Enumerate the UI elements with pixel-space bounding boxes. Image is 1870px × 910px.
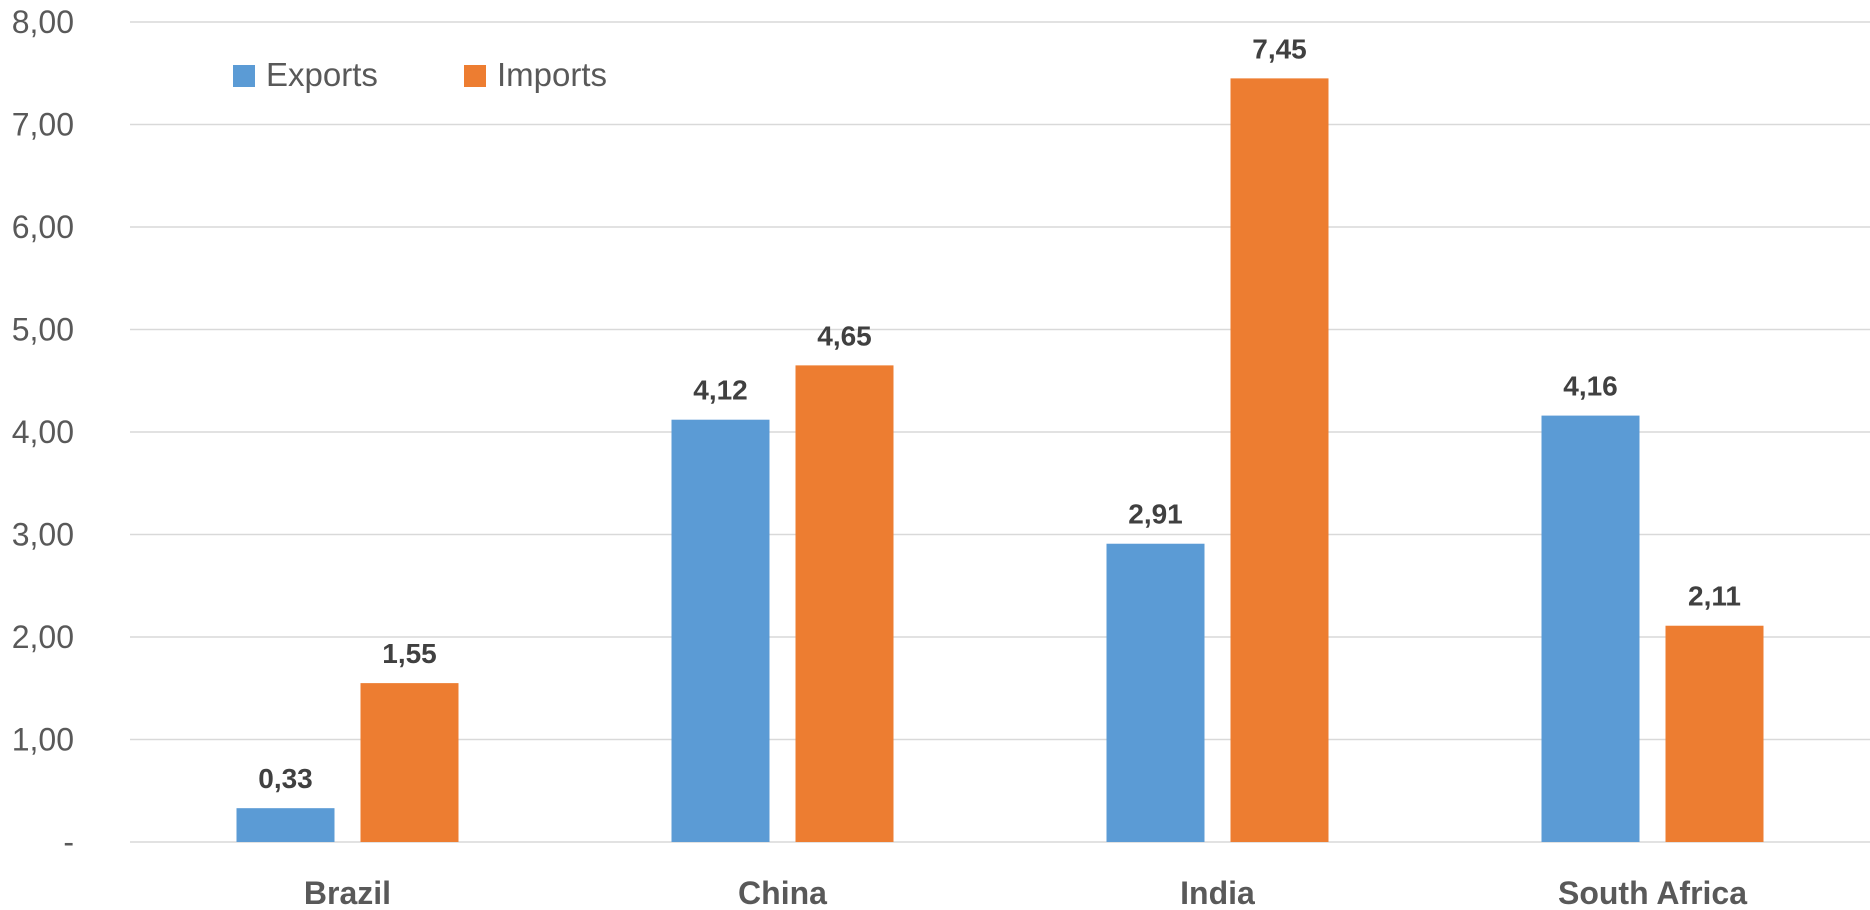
y-tick-label: 7,00	[12, 107, 74, 143]
x-category-label: South Africa	[1558, 875, 1747, 910]
y-tick-label: 2,00	[12, 619, 74, 655]
y-tick-label: 8,00	[12, 4, 74, 40]
x-axis-categories: Brazil China India South Africa	[304, 875, 1747, 910]
y-tick-label: 3,00	[12, 517, 74, 553]
x-category-label: India	[1180, 875, 1255, 910]
data-label: 2,91	[1128, 499, 1183, 530]
legend-label-imports: Imports	[497, 56, 607, 93]
y-tick-label: 6,00	[12, 209, 74, 245]
data-label: 4,16	[1563, 371, 1618, 402]
data-label: 1,55	[382, 638, 437, 669]
data-labels: 0,33 1,55 4,12 4,65 2,91 7,45 4,16 2,11	[258, 33, 1741, 794]
data-label: 2,11	[1688, 581, 1741, 612]
bar-imports-india	[1230, 78, 1329, 842]
legend-label-exports: Exports	[266, 56, 378, 93]
bar-imports-south-africa	[1665, 625, 1764, 842]
legend-swatch-exports	[233, 65, 255, 87]
y-tick-label: 1,00	[12, 722, 74, 758]
bar-exports-south-africa	[1541, 415, 1640, 842]
data-label: 7,45	[1252, 33, 1307, 64]
legend: Exports Imports	[233, 56, 607, 93]
x-category-label: China	[738, 875, 827, 910]
bar-exports-china	[671, 419, 770, 842]
y-axis-ticks: - 1,00 2,00 3,00 4,00 5,00 6,00 7,00 8,00	[12, 4, 74, 860]
data-label: 4,65	[817, 320, 872, 351]
y-tick-label: 5,00	[12, 312, 74, 348]
y-tick-label: -	[63, 824, 74, 860]
data-label: 0,33	[258, 763, 313, 794]
legend-swatch-imports	[464, 65, 486, 87]
bar-exports-brazil	[236, 808, 335, 842]
bar-exports-india	[1106, 543, 1205, 842]
y-tick-label: 4,00	[12, 414, 74, 450]
bars	[236, 78, 1764, 842]
x-category-label: Brazil	[304, 875, 391, 910]
bar-imports-brazil	[360, 683, 459, 842]
bar-imports-china	[795, 365, 894, 842]
data-label: 4,12	[693, 375, 748, 406]
